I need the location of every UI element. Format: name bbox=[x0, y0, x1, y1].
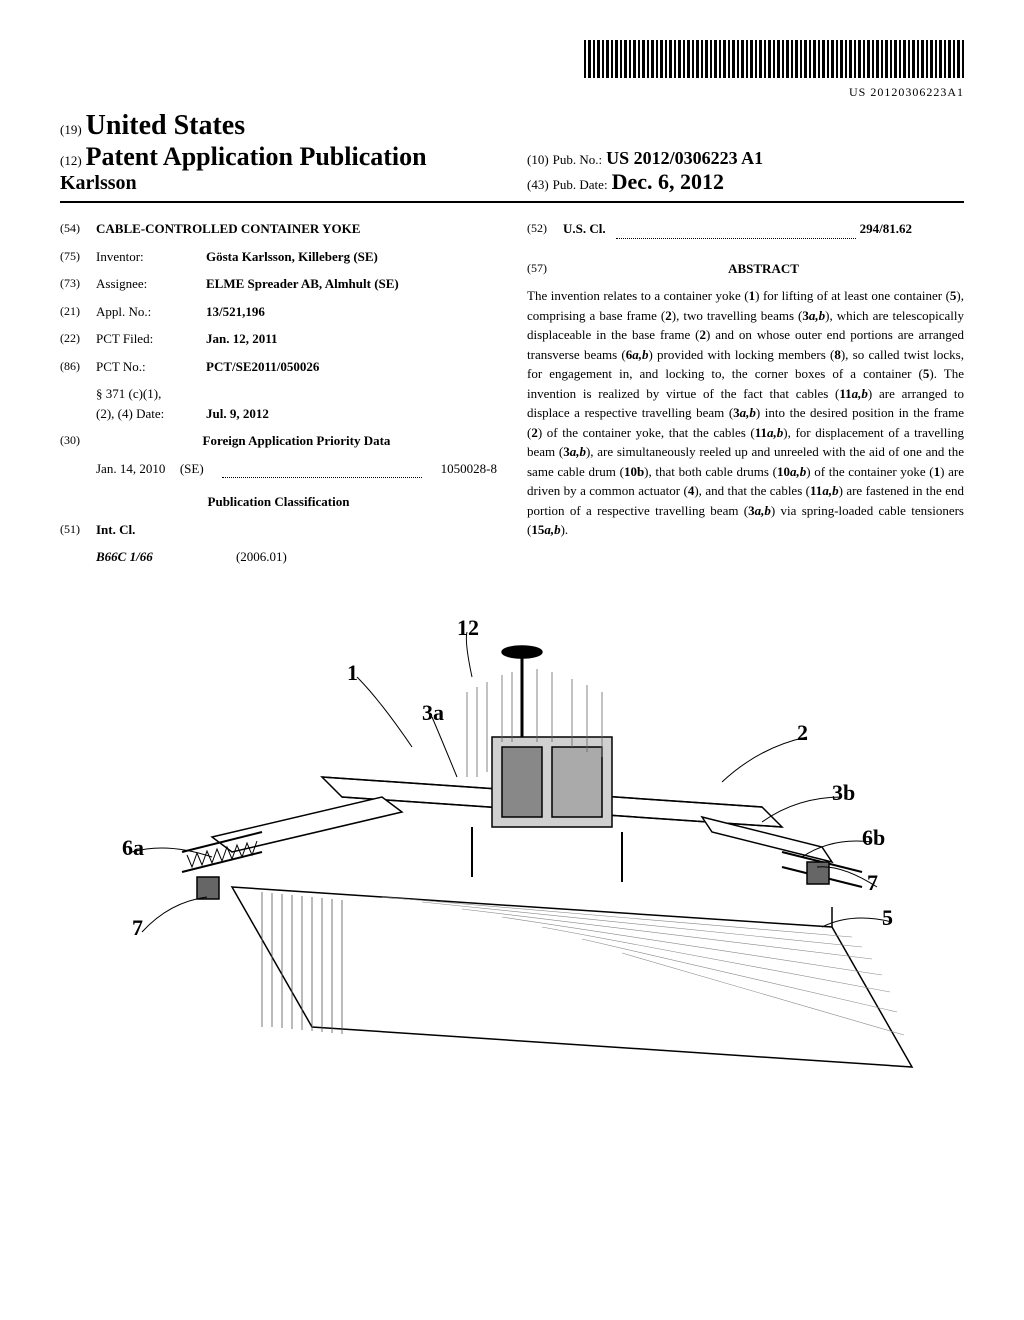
assignee-row: (73) Assignee: ELME Spreader AB, Almhult… bbox=[60, 274, 497, 294]
uscl-code: (52) bbox=[527, 219, 563, 239]
pubclass-header: Publication Classification bbox=[60, 492, 497, 512]
inventor: Gösta Karlsson, Killeberg (SE) bbox=[206, 247, 497, 267]
priority-header: Foreign Application Priority Data bbox=[96, 431, 497, 451]
s371-date: Jul. 9, 2012 bbox=[206, 404, 497, 424]
intcl-code: (51) bbox=[60, 520, 96, 540]
inventor-row: (75) Inventor: Gösta Karlsson, Killeberg… bbox=[60, 247, 497, 267]
svg-text:3b: 3b bbox=[832, 780, 855, 805]
svg-text:6b: 6b bbox=[862, 825, 885, 850]
author: Karlsson bbox=[60, 172, 137, 194]
pctfiled: Jan. 12, 2011 bbox=[206, 329, 497, 349]
header-right: (10) Pub. No.: US 2012/0306223 A1 (43) P… bbox=[497, 148, 964, 195]
code-pubno: (10) bbox=[527, 152, 549, 167]
uscl-value: 294/81.62 bbox=[860, 219, 912, 239]
patent-page: US 20120306223A1 (19) United States (12)… bbox=[0, 0, 1024, 1142]
applno-row: (21) Appl. No.: 13/521,196 bbox=[60, 302, 497, 322]
svg-text:3a: 3a bbox=[422, 700, 444, 725]
uscl-label: U.S. Cl. bbox=[563, 219, 606, 239]
svg-text:6a: 6a bbox=[122, 835, 144, 860]
header-row: (19) United States (12) Patent Applicati… bbox=[60, 110, 964, 195]
pub-no: US 2012/0306223 A1 bbox=[606, 148, 763, 168]
pub-type: Patent Application Publication bbox=[86, 142, 427, 171]
abstract-code: (57) bbox=[527, 259, 563, 287]
inventor-code: (75) bbox=[60, 247, 96, 267]
pub-date: Dec. 6, 2012 bbox=[612, 169, 724, 194]
intcl-class-row: B66C 1/66 (2006.01) bbox=[96, 547, 497, 567]
country: United States bbox=[86, 110, 245, 141]
pctno-code: (86) bbox=[60, 357, 96, 377]
dots-leader bbox=[222, 459, 422, 479]
pctno-label: PCT No.: bbox=[96, 357, 206, 377]
abstract-header: ABSTRACT bbox=[563, 259, 964, 279]
content-columns: (54) CABLE-CONTROLLED CONTAINER YOKE (75… bbox=[60, 219, 964, 567]
pctfiled-label: PCT Filed: bbox=[96, 329, 206, 349]
header-left: (19) United States (12) Patent Applicati… bbox=[60, 110, 497, 195]
pubno-label: Pub. No.: bbox=[553, 152, 602, 167]
barcode-text: US 20120306223A1 bbox=[60, 85, 964, 100]
title: CABLE-CONTROLLED CONTAINER YOKE bbox=[96, 219, 360, 239]
pctno: PCT/SE2011/050026 bbox=[206, 357, 497, 377]
applno-label: Appl. No.: bbox=[96, 302, 206, 322]
pubdate-label: Pub. Date: bbox=[553, 177, 608, 192]
s371-row: § 371 (c)(1), (2), (4) Date: Jul. 9, 201… bbox=[60, 384, 497, 423]
svg-text:1: 1 bbox=[347, 660, 358, 685]
intcl-year: (2006.01) bbox=[236, 549, 287, 564]
header-divider bbox=[60, 201, 964, 203]
priority-code: (30) bbox=[60, 431, 96, 451]
uscl-row: (52) U.S. Cl. 294/81.62 bbox=[527, 219, 964, 239]
code-pubdate: (43) bbox=[527, 177, 549, 192]
inventor-label: Inventor: bbox=[96, 247, 206, 267]
abstract-header-row: (57) ABSTRACT bbox=[527, 259, 964, 287]
assignee: ELME Spreader AB, Almhult (SE) bbox=[206, 274, 497, 294]
priority-date: Jan. 14, 2010 bbox=[96, 459, 165, 479]
svg-text:7: 7 bbox=[867, 870, 878, 895]
pctfiled-row: (22) PCT Filed: Jan. 12, 2011 bbox=[60, 329, 497, 349]
title-code: (54) bbox=[60, 219, 96, 239]
left-column: (54) CABLE-CONTROLLED CONTAINER YOKE (75… bbox=[60, 219, 497, 567]
figure-svg: 125123a3b6a6b77 bbox=[62, 597, 962, 1097]
priority-num: 1050028-8 bbox=[441, 459, 497, 479]
priority-header-row: (30) Foreign Application Priority Data bbox=[60, 431, 497, 451]
pctfiled-code: (22) bbox=[60, 329, 96, 349]
intcl-class: B66C 1/66 bbox=[96, 549, 153, 564]
pctno-row: (86) PCT No.: PCT/SE2011/050026 bbox=[60, 357, 497, 377]
abstract-text: The invention relates to a container yok… bbox=[527, 286, 964, 540]
svg-text:12: 12 bbox=[457, 615, 479, 640]
intcl-row: (51) Int. Cl. bbox=[60, 520, 497, 540]
assignee-code: (73) bbox=[60, 274, 96, 294]
s371-code bbox=[60, 384, 96, 423]
svg-text:2: 2 bbox=[797, 720, 808, 745]
s371-label: § 371 (c)(1), (2), (4) Date: bbox=[96, 384, 206, 423]
code-country: (19) bbox=[60, 122, 82, 137]
assignee-label: Assignee: bbox=[96, 274, 206, 294]
right-column: (52) U.S. Cl. 294/81.62 (57) ABSTRACT Th… bbox=[527, 219, 964, 567]
applno-code: (21) bbox=[60, 302, 96, 322]
applno: 13/521,196 bbox=[206, 302, 497, 322]
priority-data-row: Jan. 14, 2010 (SE) 1050028-8 bbox=[96, 459, 497, 479]
intcl-label: Int. Cl. bbox=[96, 520, 135, 540]
svg-text:7: 7 bbox=[132, 915, 143, 940]
patent-figure: 125123a3b6a6b77 bbox=[60, 597, 964, 1102]
uscl-dots bbox=[616, 219, 856, 239]
priority-country: (SE) bbox=[180, 459, 204, 479]
title-row: (54) CABLE-CONTROLLED CONTAINER YOKE bbox=[60, 219, 497, 239]
barcode-section: US 20120306223A1 bbox=[60, 40, 964, 100]
barcode bbox=[584, 40, 964, 78]
code-pubtype: (12) bbox=[60, 153, 82, 168]
svg-text:5: 5 bbox=[882, 905, 893, 930]
